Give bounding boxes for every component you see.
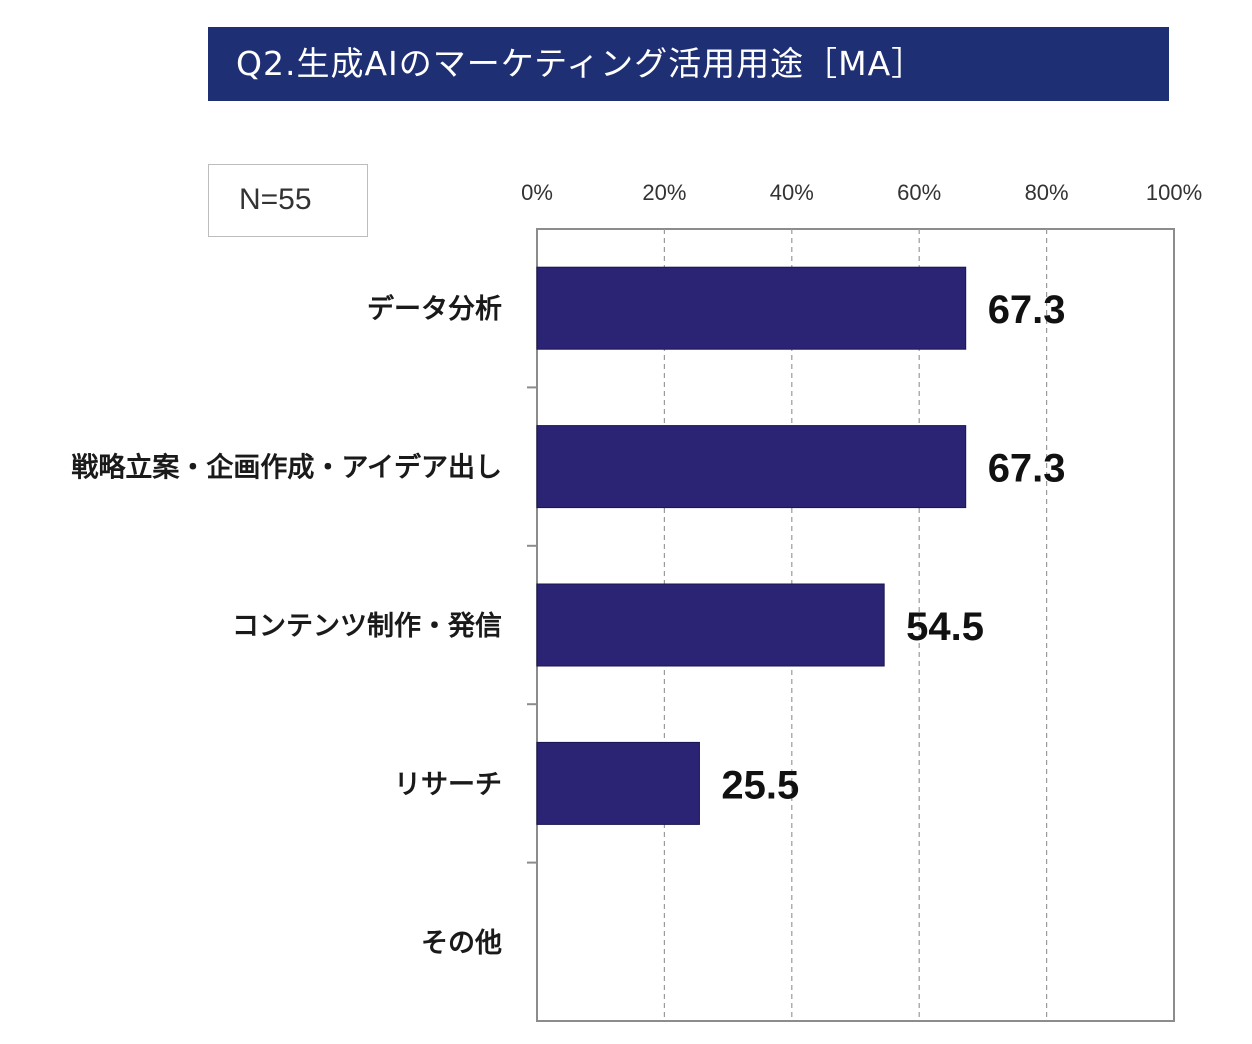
x-tick-label: 100% <box>1146 180 1202 205</box>
x-tick-label: 60% <box>897 180 941 205</box>
bar <box>536 425 967 509</box>
sample-size-box: N=55 <box>208 164 368 237</box>
chart-title: Q2.生成AIのマーケティング活用用途［MA］ <box>208 27 1169 101</box>
category-label: コンテンツ制作・発信 <box>232 611 502 642</box>
x-tick-label: 0% <box>521 180 553 205</box>
bar <box>536 741 700 825</box>
bar <box>536 266 967 350</box>
category-label: リサーチ <box>394 769 502 800</box>
category-label: 戦略立案・企画作成・アイデア出し <box>71 452 502 484</box>
x-tick-label: 40% <box>770 180 814 205</box>
x-tick-label: 80% <box>1025 180 1069 205</box>
category-label: その他 <box>421 928 502 959</box>
category-label: データ分析 <box>367 293 502 325</box>
bar <box>536 583 885 667</box>
data-label: 67.3 <box>988 288 1066 332</box>
data-label: 67.3 <box>988 447 1066 491</box>
data-label: 54.5 <box>906 605 984 649</box>
x-tick-label: 20% <box>642 180 686 205</box>
data-label: 25.5 <box>721 763 799 807</box>
